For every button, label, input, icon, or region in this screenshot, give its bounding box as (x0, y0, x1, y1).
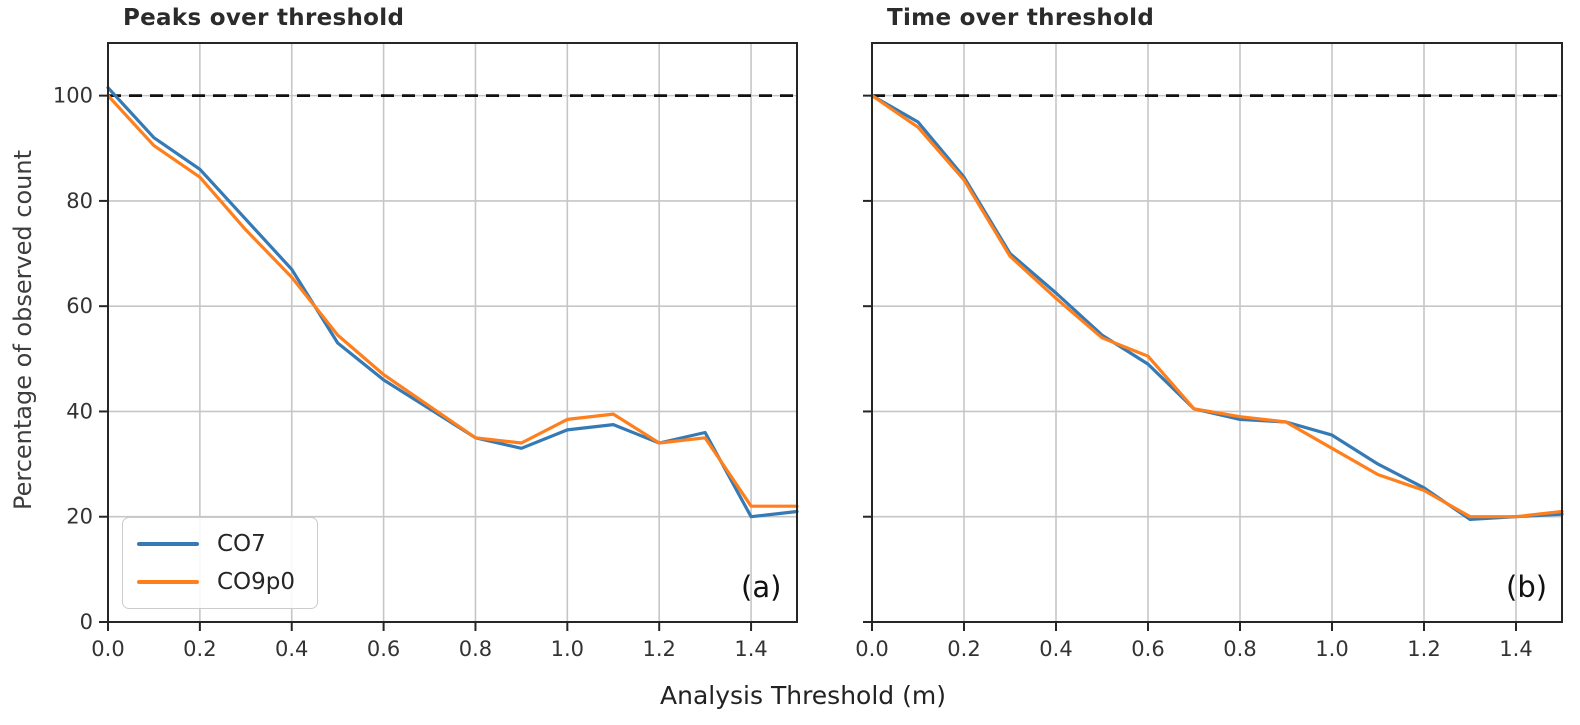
panel-a-annotation: (a) (741, 570, 782, 604)
x-tick-label: 0.4 (1039, 637, 1072, 661)
legend-label-co9p0: CO9p0 (217, 568, 296, 595)
y-tick-label: 20 (66, 505, 93, 529)
legend-item-co7: CO7 (123, 531, 317, 557)
y-tick-label: 80 (66, 189, 93, 213)
legend-label-co7: CO7 (217, 531, 266, 558)
legend-line-swatch-co9p0 (137, 579, 199, 584)
panel-b-plot: 0.0 0.2 0.4 0.6 0.8 1.0 1.2 1.4 (855, 42, 1564, 661)
x-tick-label: 0.0 (91, 637, 124, 661)
panel-b-annotation: (b) (1506, 570, 1548, 604)
panel-a-title: Peaks over threshold (123, 5, 405, 31)
x-tick-label: 0.0 (855, 637, 888, 661)
x-tick-label: 1.2 (1407, 637, 1440, 661)
x-tick-label: 1.0 (551, 637, 584, 661)
y-axis-label: Percentage of observed count (9, 150, 37, 510)
x-tick-label: 0.8 (459, 637, 492, 661)
panel-a-plot: 0.0 0.2 0.4 0.6 0.8 1.0 1.2 1.4 0 20 40 60 80 100 (53, 42, 799, 661)
axes-frame (871, 42, 1563, 623)
x-tick-label: 1.4 (1499, 637, 1532, 661)
x-tick-label: 0.4 (275, 637, 308, 661)
legend: CO7 CO9p0 (122, 517, 318, 609)
series-line-co9p0 (106, 93, 799, 508)
series-line-co7 (870, 93, 1564, 521)
y-tick-label: 60 (66, 294, 93, 318)
y-tick-label: 100 (53, 84, 93, 108)
x-tick-label: 0.6 (1131, 637, 1164, 661)
x-tick-label: 0.8 (1223, 637, 1256, 661)
y-tick-label: 40 (66, 399, 93, 423)
x-tick-label: 1.2 (642, 637, 675, 661)
legend-line-swatch-co7 (137, 542, 199, 547)
x-tick-label: 1.4 (734, 637, 767, 661)
series-line-co7 (106, 86, 799, 519)
x-tick-label: 0.6 (367, 637, 400, 661)
x-tick-label: 0.2 (947, 637, 980, 661)
x-tick-label: 0.2 (183, 637, 216, 661)
series-line-co9p0 (870, 93, 1564, 519)
x-axis-label: Analysis Threshold (m) (660, 681, 946, 710)
legend-item-co9p0: CO9p0 (123, 569, 317, 595)
y-tick-label: 0 (80, 610, 93, 634)
panel-b-title: Time over threshold (887, 5, 1155, 31)
axes-frame (107, 42, 798, 623)
x-tick-label: 1.0 (1315, 637, 1348, 661)
